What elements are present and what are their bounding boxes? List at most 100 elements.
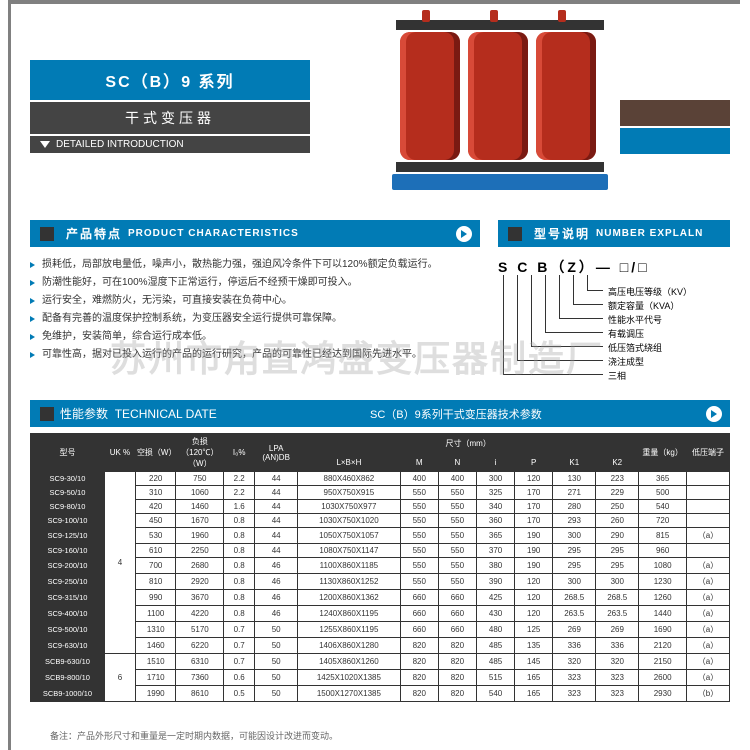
td-cell: （a）	[686, 606, 729, 622]
td-cell: 880X460X862	[298, 472, 401, 486]
td-cell: 0.8	[224, 574, 255, 590]
td-cell: 400	[438, 472, 476, 486]
td-cell: 820	[400, 638, 438, 654]
td-cell	[686, 514, 729, 528]
th-size-sub: P	[515, 454, 553, 472]
watermark: 苏州市甪直鸿盛变压器制造厂	[110, 330, 604, 382]
char-header-en: PRODUCT CHARACTERISTICS	[128, 228, 299, 239]
td-cell: 0.8	[224, 558, 255, 574]
td-cell: 120	[515, 574, 553, 590]
td-cell: 320	[553, 654, 596, 670]
td-cell: 1050X750X1057	[298, 528, 401, 544]
td-cell: 990	[135, 590, 176, 606]
table-row: SC9-500/10131051700.7501255X860X11956606…	[31, 622, 730, 638]
td-cell: 1425X1020X1385	[298, 670, 401, 686]
th-io: I₀%	[224, 434, 255, 472]
td-cell: 660	[400, 606, 438, 622]
td-cell: 50	[255, 686, 298, 702]
th-size-sub: L×B×H	[298, 454, 401, 472]
model-label: 额定容量（KVA）	[608, 299, 679, 312]
td-cell: 271	[553, 486, 596, 500]
td-cell: 120	[515, 606, 553, 622]
td-cell: 820	[438, 654, 476, 670]
th-size-sub: N	[438, 454, 476, 472]
detail-label: DETAILED INTRODUCTION	[56, 139, 184, 150]
td-uk: 6	[104, 654, 135, 702]
td-cell: 1460	[135, 638, 176, 654]
model-label: 有载调压	[608, 327, 644, 340]
td-model: SC9-125/10	[31, 528, 105, 544]
td-cell: 2680	[176, 558, 224, 574]
td-cell: 400	[400, 472, 438, 486]
td-cell: 50	[255, 622, 298, 638]
td-cell: 540	[476, 686, 514, 702]
td-cell: 46	[255, 606, 298, 622]
td-cell: 250	[596, 500, 639, 514]
td-cell: 500	[639, 486, 687, 500]
td-cell: 300	[553, 528, 596, 544]
td-cell: 0.7	[224, 638, 255, 654]
table-row: SCB9-1000/10199086100.5501500X1270X13858…	[31, 686, 730, 702]
td-cell: 263.5	[553, 606, 596, 622]
td-cell: 820	[438, 686, 476, 702]
td-cell: 0.6	[224, 670, 255, 686]
th-weight: 重量（kg）	[639, 434, 687, 472]
td-cell: 0.5	[224, 686, 255, 702]
td-cell: 480	[476, 622, 514, 638]
td-cell: 5170	[176, 622, 224, 638]
td-cell: 130	[553, 472, 596, 486]
td-cell: 280	[553, 500, 596, 514]
td-cell: 300	[596, 574, 639, 590]
td-cell: 750	[176, 472, 224, 486]
td-model: SC9-200/10	[31, 558, 105, 574]
td-model: SC9-630/10	[31, 638, 105, 654]
td-cell: 263.5	[596, 606, 639, 622]
th-size-sub: M	[400, 454, 438, 472]
td-cell: 323	[596, 686, 639, 702]
td-cell: 550	[400, 514, 438, 528]
model-label: 性能水平代号	[608, 313, 662, 326]
td-cell: （a）	[686, 558, 729, 574]
td-model: SC9-80/10	[31, 500, 105, 514]
td-cell: 2150	[639, 654, 687, 670]
td-cell: 1240X860X1195	[298, 606, 401, 622]
model-label: 高压电压等级（KV）	[608, 285, 692, 298]
td-cell: 660	[400, 590, 438, 606]
table-row: SC9-80/1042014601.6441030X750X9775505503…	[31, 500, 730, 514]
td-cell: 336	[553, 638, 596, 654]
td-cell: 1460	[176, 500, 224, 514]
td-cell: 660	[438, 606, 476, 622]
table-row: SCB9-630/106151063100.7501405X860X126082…	[31, 654, 730, 670]
td-cell: 550	[400, 544, 438, 558]
char-item: 损耗低，局部放电量低，噪声小，散热能力强，强迫风冷条件下可以120%额定负载运行…	[30, 257, 480, 273]
td-cell: 295	[553, 544, 596, 558]
table-row: SC9-250/1081029200.8461130X860X125255055…	[31, 574, 730, 590]
td-cell: 0.8	[224, 606, 255, 622]
td-cell: （a）	[686, 622, 729, 638]
td-cell: 1230	[639, 574, 687, 590]
series-subtitle: 干式变压器	[30, 102, 310, 134]
td-cell: 485	[476, 638, 514, 654]
td-cell: 1310	[135, 622, 176, 638]
td-cell: 700	[135, 558, 176, 574]
table-row: SC9-50/1031010602.244950X750X91555055032…	[31, 486, 730, 500]
td-cell: 6310	[176, 654, 224, 670]
td-cell: 550	[400, 486, 438, 500]
td-cell: 300	[476, 472, 514, 486]
td-cell: 145	[515, 654, 553, 670]
td-cell: 530	[135, 528, 176, 544]
td-model: SC9-315/10	[31, 590, 105, 606]
table-row: SC9-125/1053019600.8441050X750X105755055…	[31, 528, 730, 544]
table-row: SC9-30/1042207502.244880X460X86240040030…	[31, 472, 730, 486]
td-model: SCB9-800/10	[31, 670, 105, 686]
th-noload: 空损（W）	[135, 434, 176, 472]
tech-sub-title: SC（B）9系列干式变压器技术参数	[370, 406, 542, 422]
td-cell: 1080X750X1147	[298, 544, 401, 558]
td-cell: 2600	[639, 670, 687, 686]
td-cell: 0.8	[224, 514, 255, 528]
td-cell: 323	[596, 670, 639, 686]
td-model: SC9-50/10	[31, 486, 105, 500]
td-cell: 120	[515, 590, 553, 606]
td-cell: 0.8	[224, 528, 255, 544]
td-cell: 165	[515, 670, 553, 686]
